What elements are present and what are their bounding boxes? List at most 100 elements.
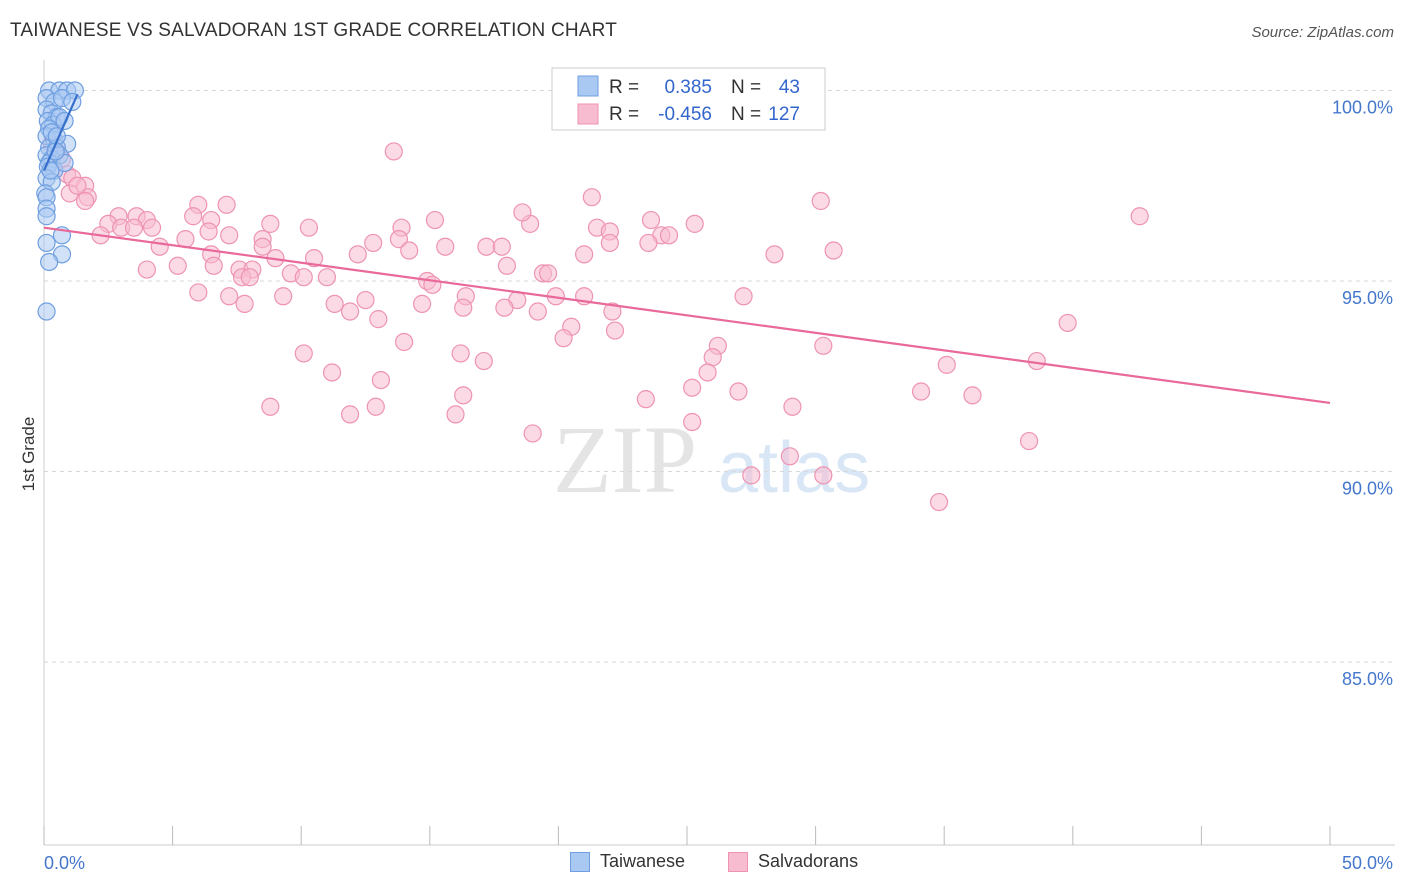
salvadoran-point — [582, 188, 601, 207]
salvadoran-point — [454, 386, 473, 405]
taiwanese-point — [40, 252, 59, 272]
salvadoran-point — [824, 241, 843, 260]
salvadoran-point — [76, 191, 95, 211]
legend-item-salvadorans[interactable]: Salvadorans — [728, 851, 858, 872]
salvadoran-point — [492, 237, 511, 256]
salvadoran-point — [340, 405, 360, 424]
salvadoran-point — [683, 412, 702, 432]
salvadoran-point — [451, 344, 470, 363]
salvadoran-point — [575, 245, 594, 264]
salvadoran-point — [184, 207, 203, 226]
salvadoran-point — [780, 447, 799, 466]
salvadoran-point — [389, 230, 409, 249]
salvadoran-point — [937, 355, 956, 374]
salvadoran-point — [142, 218, 162, 237]
salvadoran-trend-line — [43, 226, 1331, 405]
salvadoran-point — [539, 264, 558, 283]
y-tick-label: 85.0% — [1342, 669, 1393, 689]
salvadoran-point — [425, 210, 445, 230]
y-tick-labels: 100.0% 95.0% 90.0% 85.0% — [1332, 97, 1393, 689]
salvadoran-point — [384, 142, 403, 161]
salvadoran-point — [911, 382, 931, 401]
source-label: Source: ZipAtlas.com — [1251, 24, 1394, 41]
salvadoran-point — [641, 210, 661, 230]
salvadoran-point — [371, 370, 391, 390]
legend-r-label-taiwanese: R = — [609, 77, 639, 98]
salvadoran-point — [317, 268, 337, 287]
salvadoran-point — [356, 290, 375, 310]
salvadoran-point — [783, 397, 802, 416]
salvadoran-point — [811, 191, 830, 211]
salvadoran-point — [436, 237, 455, 256]
salvadoran-point — [495, 298, 514, 317]
taiwanese-swatch — [570, 851, 590, 872]
x-tick-label-max: 50.0% — [1342, 853, 1393, 873]
y-tick-label: 90.0% — [1342, 479, 1393, 499]
salvadoran-point — [963, 386, 982, 405]
chart-title: TAIWANESE VS SALVADORAN 1ST GRADE CORREL… — [10, 20, 618, 41]
salvadoran-point — [366, 397, 385, 416]
salvadoran-point — [605, 321, 625, 340]
correlation-legend: R = 0.385 N = 43 R = -0.456 N = 127 — [551, 67, 826, 131]
watermark-atlas: atlas — [718, 428, 870, 508]
salvadoran-point — [814, 466, 833, 485]
salvadoran-point — [446, 405, 465, 424]
salvadoran-point — [150, 237, 169, 256]
taiwanese-point — [37, 233, 56, 253]
salvadoran-point — [734, 287, 753, 306]
salvadoran-point — [765, 245, 784, 264]
salvadoran-point — [204, 256, 223, 275]
salvadoran-point — [124, 218, 144, 237]
salvadoran-point — [814, 336, 833, 355]
salvadoran-point — [294, 268, 313, 287]
salvadoran-point — [189, 283, 208, 302]
salvadoran-point — [683, 378, 702, 397]
taiwanese-points — [36, 81, 84, 321]
salvadoran-point — [240, 268, 259, 287]
salvadoran-point — [1019, 431, 1039, 451]
salvadoran-point — [477, 237, 496, 256]
salvadoran-point — [1058, 313, 1077, 333]
salvadoran-point — [636, 390, 655, 409]
salvadoran-point — [325, 294, 344, 313]
salvadoran-point — [322, 363, 342, 382]
salvadoran-point — [513, 203, 532, 222]
salvadoran-point — [220, 287, 239, 306]
salvadoran-point — [137, 260, 156, 279]
salvadoran-point — [497, 256, 517, 275]
legend-n-value-salvadoran: 127 — [768, 104, 800, 125]
legend-swatch-salvadoran — [577, 103, 599, 125]
salvadoran-point — [929, 492, 949, 512]
legend-r-value-salvadoran: -0.456 — [658, 104, 712, 125]
x-tick-label-min: 0.0% — [44, 853, 85, 873]
salvadoran-point — [703, 348, 722, 367]
salvadoran-point — [274, 287, 293, 306]
salvadoran-point — [261, 397, 280, 416]
legend-label-salvadorans: Salvadorans — [758, 851, 859, 871]
salvadoran-point — [348, 245, 367, 264]
salvadoran-point — [412, 294, 432, 313]
legend-item-taiwanese[interactable]: Taiwanese — [570, 851, 685, 872]
salvadoran-point — [454, 298, 473, 317]
salvadoran-point — [523, 424, 542, 443]
salvadoran-point — [68, 176, 87, 195]
series-legend: Taiwanese Salvadorans — [0, 851, 1406, 877]
salvadoran-point — [698, 363, 717, 382]
gridlines — [44, 89, 1395, 663]
taiwanese-point — [37, 302, 56, 321]
salvadorans-swatch — [728, 851, 748, 872]
legend-n-label-salvadoran: N = — [731, 104, 761, 125]
y-tick-label: 100.0% — [1332, 97, 1393, 117]
legend-r-value-taiwanese: 0.385 — [664, 77, 712, 98]
salvadoran-point — [253, 237, 272, 256]
taiwanese-trend-line — [42, 93, 79, 171]
legend-n-value-taiwanese: 43 — [779, 77, 800, 98]
salvadoran-point — [220, 226, 239, 245]
salvadoran-point — [742, 466, 761, 485]
salvadoran-point — [639, 233, 658, 253]
salvadoran-point — [369, 310, 388, 329]
salvadoran-point — [235, 294, 254, 313]
taiwanese-point — [37, 207, 56, 226]
trend-lines — [42, 93, 1331, 405]
salvadoran-point — [603, 302, 622, 321]
